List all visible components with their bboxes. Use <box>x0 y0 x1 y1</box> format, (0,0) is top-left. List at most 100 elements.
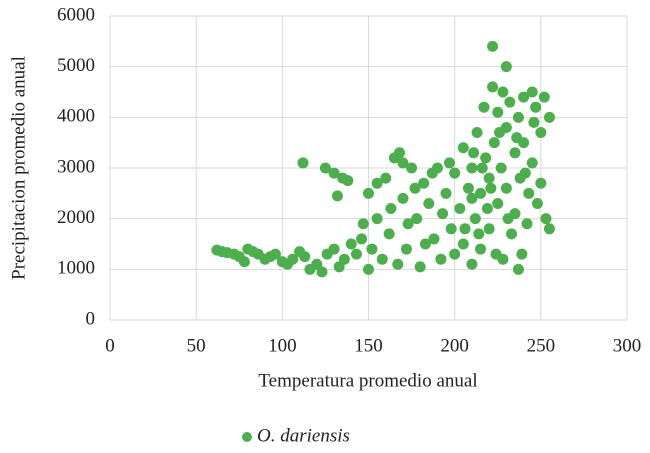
x-tick-label: 200 <box>440 335 469 356</box>
scatter-point <box>490 248 502 260</box>
scatter-point <box>526 86 538 98</box>
scatter-point <box>383 228 395 240</box>
scatter-point <box>350 248 362 260</box>
scatter-point <box>483 223 495 235</box>
scatter-point <box>457 142 469 154</box>
scatter-point <box>506 228 518 240</box>
scatter-point <box>487 81 499 93</box>
scatter-point <box>319 162 331 174</box>
scatter-point <box>338 253 350 265</box>
scatter-point <box>468 147 480 159</box>
scatter-point <box>406 162 418 174</box>
scatter-point <box>518 91 530 103</box>
scatter-point <box>371 213 383 225</box>
scatter-point <box>449 248 461 260</box>
scatter-point <box>538 91 550 103</box>
scatter-point <box>535 127 547 139</box>
scatter-point <box>457 238 469 250</box>
scatter-point <box>509 147 521 159</box>
scatter-point <box>437 208 449 220</box>
scatter-point <box>345 238 357 250</box>
scatter-point <box>428 233 440 245</box>
scatter-point <box>409 182 421 194</box>
scatter-point <box>487 40 499 52</box>
scatter-point <box>371 177 383 189</box>
scatter-point <box>357 218 369 230</box>
scatter-point <box>445 223 457 235</box>
scatter-point <box>500 182 512 194</box>
scatter-point <box>495 162 507 174</box>
scatter-point <box>475 187 487 199</box>
scatter-point <box>466 162 478 174</box>
scatter-point <box>394 147 406 159</box>
scatter-point <box>480 152 492 164</box>
scatter-point <box>478 101 490 113</box>
scatter-point <box>497 86 509 98</box>
legend-label: O. dariensis <box>257 425 350 446</box>
scatter-point <box>287 253 299 265</box>
scatter-point <box>473 228 485 240</box>
scatter-point <box>385 203 397 215</box>
x-axis-label: Temperatura promedio anual <box>258 370 477 391</box>
scatter-point <box>299 251 311 263</box>
scatter-point <box>530 101 542 113</box>
x-tick-label: 250 <box>527 335 556 356</box>
scatter-point <box>526 157 538 169</box>
scatter-point <box>469 213 481 225</box>
scatter-point <box>476 162 488 174</box>
scatter-point <box>443 157 455 169</box>
scatter-point <box>419 238 431 250</box>
scatter-point <box>519 167 531 179</box>
scatter-point <box>504 96 516 108</box>
y-tick-label: 2000 <box>57 207 95 228</box>
y-axis-label: Precipitacion promedio anual <box>8 56 29 280</box>
legend-marker <box>242 432 252 442</box>
scatter-point <box>328 167 340 179</box>
y-tick-label: 3000 <box>57 156 95 177</box>
scatter-point <box>471 127 483 139</box>
y-tick-label: 6000 <box>57 4 95 25</box>
scatter-point <box>238 256 250 268</box>
scatter-point <box>414 261 426 273</box>
scatter-point <box>380 172 392 184</box>
scatter-point <box>462 182 474 194</box>
scatter-point <box>331 190 343 202</box>
scatter-point <box>483 172 495 184</box>
scatter-point <box>366 243 378 255</box>
scatter-point <box>516 248 528 260</box>
scatter-point <box>502 213 514 225</box>
scatter-point <box>512 263 524 275</box>
scatter-point <box>397 157 409 169</box>
scatter-point <box>400 243 412 255</box>
y-tick-label: 0 <box>86 308 96 329</box>
x-tick-label: 100 <box>268 335 297 356</box>
scatter-point <box>342 175 354 187</box>
scatter-point <box>512 111 524 123</box>
scatter-point <box>423 197 435 209</box>
scatter-point <box>418 177 430 189</box>
scatter-point <box>426 167 438 179</box>
scatter-point <box>376 253 388 265</box>
y-tick-label: 5000 <box>57 55 95 76</box>
scatter-point <box>392 258 404 270</box>
scatter-point <box>466 192 478 204</box>
scatter-point <box>269 248 281 260</box>
scatter-point <box>485 182 497 194</box>
scatter-point <box>531 197 543 209</box>
y-tick-label: 1000 <box>57 258 95 279</box>
scatter-point <box>397 192 409 204</box>
scatter-point <box>500 61 512 73</box>
scatter-point <box>535 177 547 189</box>
scatter-point <box>356 233 368 245</box>
scatter-point <box>328 243 340 255</box>
scatter-point <box>459 223 471 235</box>
scatter-point <box>316 266 328 278</box>
scatter-point <box>511 132 523 144</box>
scatter-point <box>466 258 478 270</box>
x-tick-label: 0 <box>105 335 115 356</box>
scatter-point <box>449 167 461 179</box>
scatter-point <box>363 187 374 199</box>
x-tick-label: 50 <box>187 335 206 356</box>
scatter-point <box>440 187 452 199</box>
